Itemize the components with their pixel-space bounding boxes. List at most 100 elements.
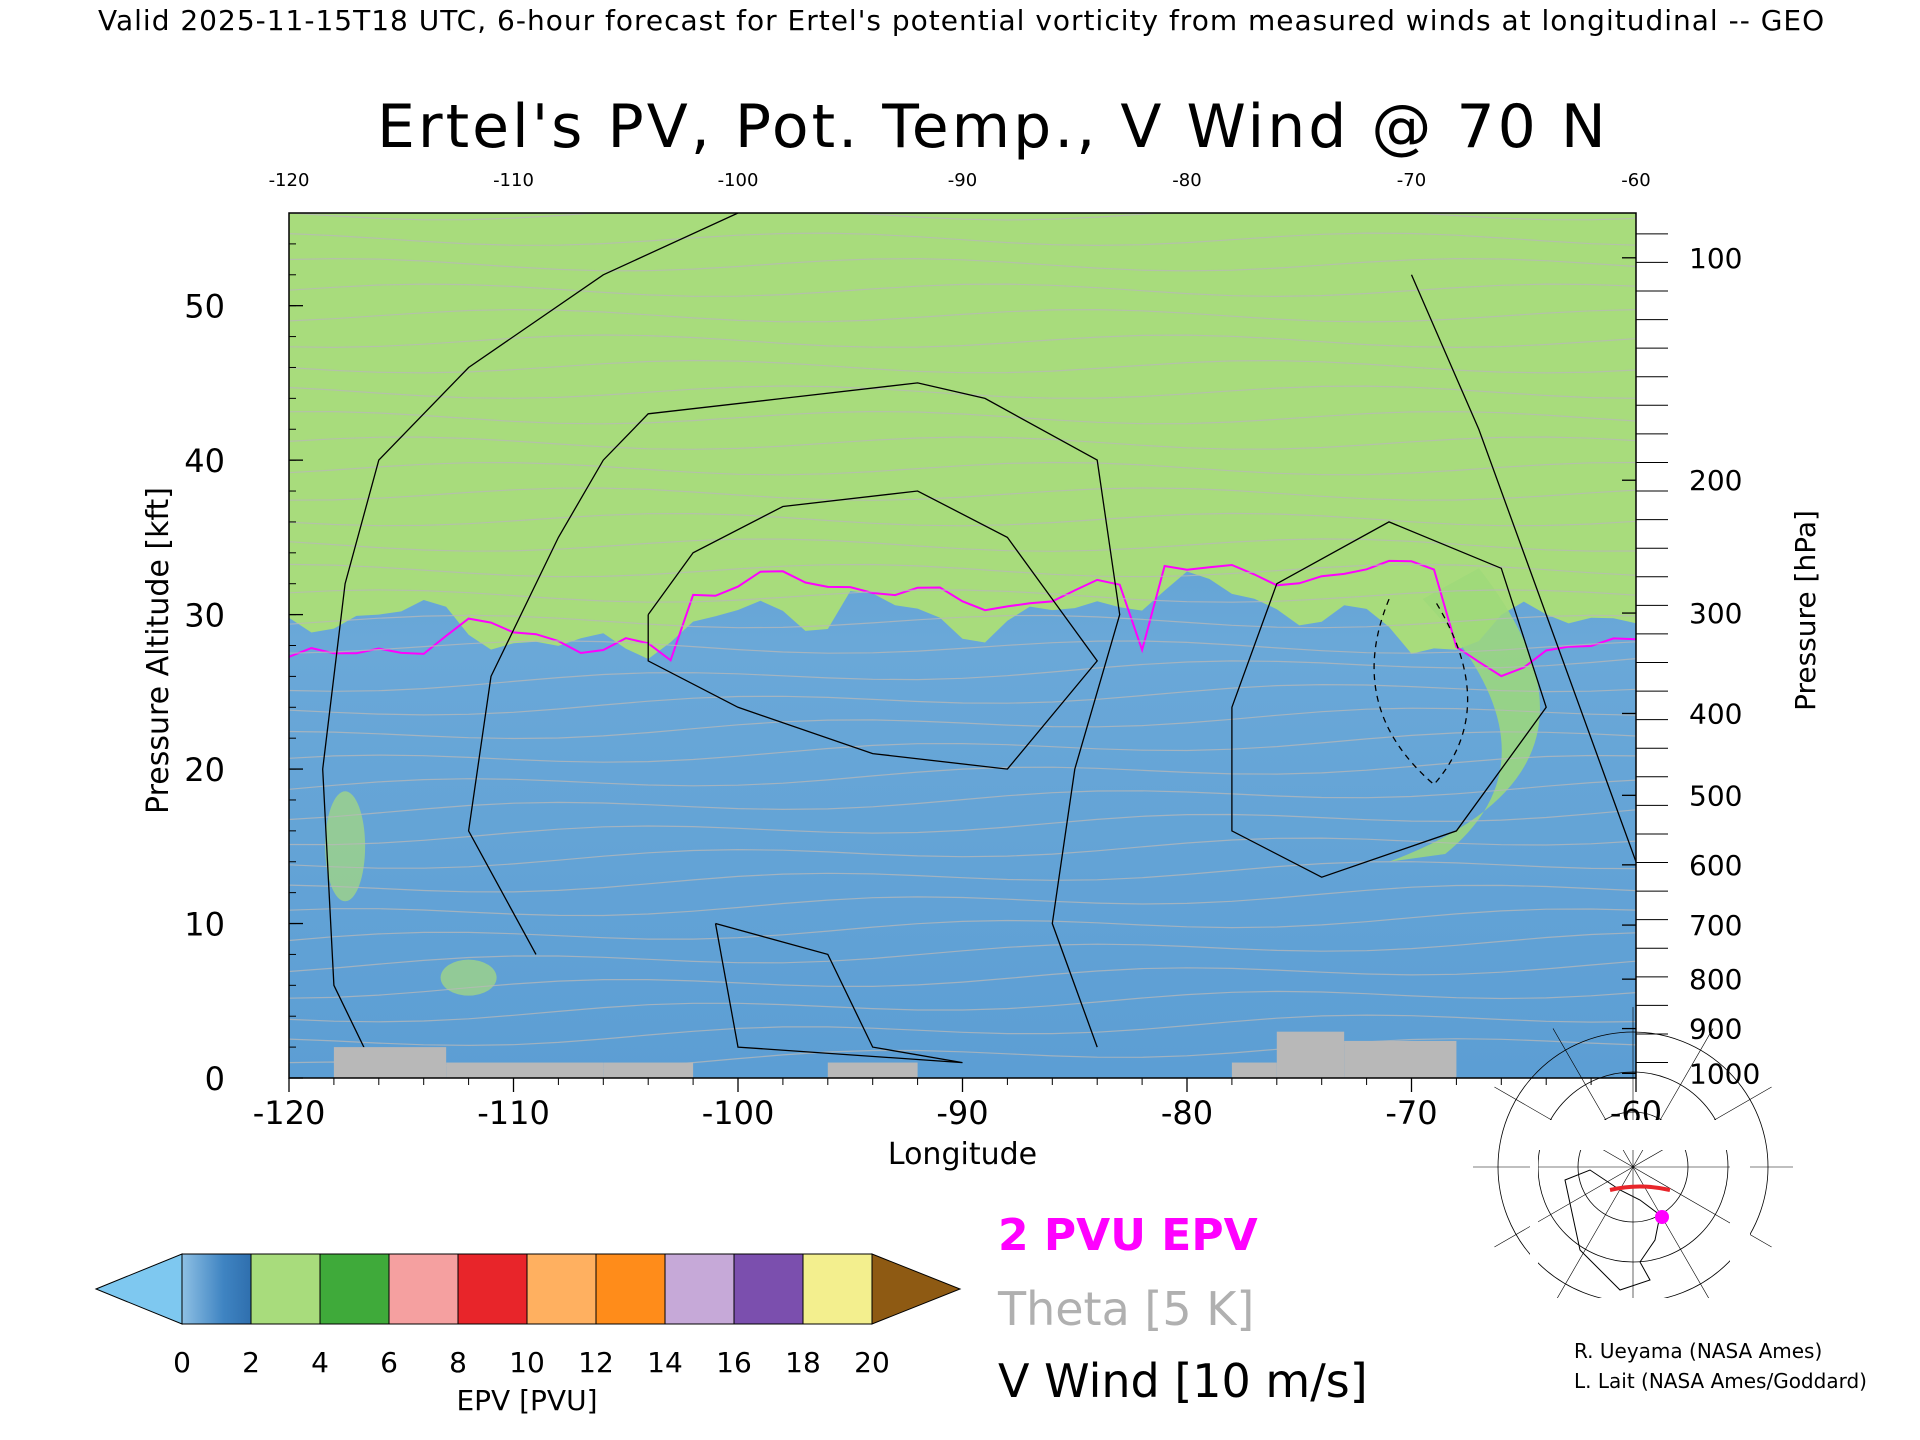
minimap-mask	[1530, 1142, 1538, 1302]
x-tick-label: -120	[253, 1094, 326, 1132]
y-tick-label: 40	[184, 442, 225, 480]
vwind-contour	[322, 213, 739, 1078]
x-tick-label: -110	[477, 1094, 550, 1132]
colorbar-under-arrow	[94, 1253, 183, 1325]
colorbar-segment	[250, 1253, 321, 1325]
theta-contour	[289, 487, 1636, 501]
vwind-contour-negative	[1373, 598, 1469, 786]
colorbar-segment	[526, 1253, 597, 1325]
theta-contour	[289, 334, 1636, 349]
theta-contour	[289, 538, 1636, 552]
theta-contour	[289, 779, 1636, 821]
epv-blob	[325, 791, 366, 902]
top-x-tick-label: -120	[269, 170, 310, 191]
pressure-tick-label: 200	[1689, 464, 1742, 497]
pressure-tick-label: 300	[1689, 597, 1742, 630]
minimap-location-dot	[1655, 1210, 1669, 1224]
top-x-tick-label: -100	[718, 170, 759, 191]
vwind-contour	[1231, 521, 1547, 878]
legend-theta-line: Theta [5 K]	[998, 1282, 1255, 1336]
pressure-tick-label: 500	[1689, 779, 1742, 812]
theta-contour	[289, 436, 1636, 450]
epv-blob	[440, 959, 497, 996]
colorbar-segment	[733, 1253, 804, 1325]
colorbar-segment	[181, 1253, 252, 1325]
theta-contour	[289, 213, 1636, 221]
legend-pv-line: 2 PVU EPV	[998, 1210, 1258, 1261]
colorbar-tick-label: 16	[716, 1346, 752, 1379]
y-axis-label: Pressure Altitude [kft]	[141, 487, 176, 814]
theta-contour	[289, 589, 1636, 603]
theta-contour	[289, 308, 1636, 323]
theta-contour	[289, 809, 1636, 846]
theta-contour	[289, 640, 1636, 654]
x-tick-label: -90	[936, 1094, 988, 1132]
x-tick-label: -70	[1385, 1094, 1437, 1132]
colorbar-segment	[595, 1253, 666, 1325]
pv-2pvu-contour	[289, 559, 1636, 678]
theta-contour	[289, 658, 1636, 692]
x-tick-label: -100	[702, 1094, 775, 1132]
credit-line: L. Lait (NASA Ames/Goddard)	[1574, 1369, 1867, 1393]
theta-contour	[289, 385, 1636, 399]
colorbar-tick-label: 4	[311, 1346, 329, 1379]
top-x-tick-label: -70	[1397, 170, 1426, 191]
colorbar-tick-label: 12	[578, 1346, 614, 1379]
theta-contour	[289, 908, 1636, 942]
minimap-meridian	[1494, 1166, 1634, 1248]
colorbar-tick-label: 20	[854, 1346, 890, 1379]
y-tick-label: 20	[184, 751, 225, 789]
header-text: Valid 2025-11-15T18 UTC, 6-hour forecast…	[98, 4, 1826, 37]
minimap-section-line	[1609, 1184, 1671, 1192]
colorbar-tick-label: 6	[380, 1346, 398, 1379]
terrain-block	[1276, 1031, 1345, 1078]
minimap-coastline	[1564, 1169, 1661, 1291]
minimap-mask	[1730, 1142, 1750, 1302]
colorbar-segment	[664, 1253, 735, 1325]
x-tick-label: -80	[1161, 1094, 1213, 1132]
epv-arc-feature	[1389, 568, 1540, 862]
vwind-contour	[1410, 274, 1636, 863]
pressure-tick-label: 600	[1689, 849, 1742, 882]
theta-contour	[289, 512, 1636, 527]
vwind-contour	[714, 922, 963, 1064]
pressure-tick-label: 900	[1689, 1013, 1742, 1046]
theta-contour	[289, 232, 1636, 247]
top-x-tick-label: -90	[948, 170, 977, 191]
pressure-tick-label: 100	[1689, 242, 1742, 275]
terrain-block	[603, 1062, 694, 1078]
pressure-tick-label: 1000	[1689, 1057, 1760, 1090]
theta-contour	[289, 1014, 1636, 1047]
colorbar-segment	[388, 1253, 459, 1325]
colorbar-over-arrow	[871, 1253, 962, 1325]
theta-contour	[289, 359, 1636, 374]
theta-contour	[289, 837, 1636, 869]
y-tick-label: 50	[184, 288, 225, 326]
terrain-block	[1231, 1062, 1277, 1078]
theta-contour	[289, 754, 1636, 790]
colorbar-tick-label: 2	[242, 1346, 260, 1379]
pressure-tick-label: 400	[1689, 697, 1742, 730]
vwind-contour	[647, 490, 1099, 770]
terrain-block	[827, 1062, 918, 1078]
theta-contour	[289, 932, 1636, 973]
theta-contour	[289, 731, 1636, 763]
colorbar-tick-label: 8	[449, 1346, 467, 1379]
y-tick-label: 0	[205, 1060, 225, 1098]
top-x-tick-label: -80	[1172, 170, 1201, 191]
colorbar-segment	[319, 1253, 390, 1325]
y2-axis-label: Pressure [hPa]	[1789, 510, 1822, 711]
legend-vwind-line: V Wind [10 m/s]	[998, 1354, 1368, 1408]
theta-contour	[289, 614, 1636, 629]
credit-line: R. Ueyama (NASA Ames)	[1574, 1339, 1823, 1363]
theta-contour	[289, 410, 1636, 425]
pressure-tick-label: 700	[1689, 909, 1742, 942]
minimap-mask	[1530, 1298, 1750, 1328]
colorbar-segment	[802, 1253, 873, 1325]
terrain-block	[1344, 1040, 1457, 1078]
vwind-contour	[467, 382, 1121, 1048]
theta-contour	[289, 563, 1636, 578]
colorbar-tick-label: 0	[173, 1346, 191, 1379]
colorbar-label: EPV [PVU]	[456, 1384, 597, 1417]
